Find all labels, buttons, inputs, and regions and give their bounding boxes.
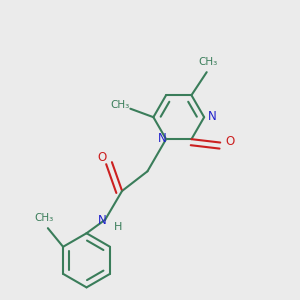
Text: CH₃: CH₃ bbox=[110, 100, 129, 110]
Text: CH₃: CH₃ bbox=[199, 57, 218, 67]
Text: N: N bbox=[158, 132, 167, 145]
Text: O: O bbox=[97, 151, 106, 164]
Text: N: N bbox=[98, 214, 107, 227]
Text: N: N bbox=[208, 110, 217, 123]
Text: H: H bbox=[114, 222, 122, 232]
Text: CH₃: CH₃ bbox=[35, 213, 54, 223]
Text: O: O bbox=[225, 135, 234, 148]
